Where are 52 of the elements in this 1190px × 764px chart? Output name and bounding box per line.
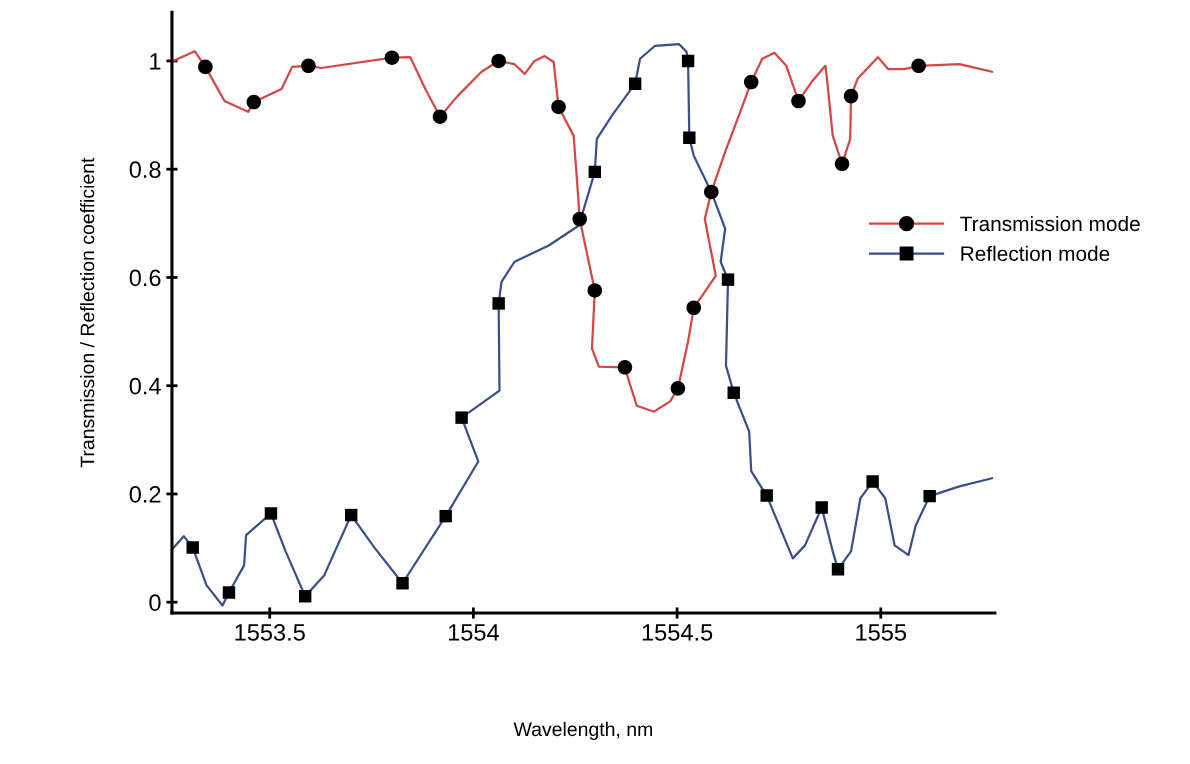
point [831, 562, 845, 576]
point [198, 59, 213, 75]
point [491, 53, 506, 69]
legend-label: Reflection mode [961, 245, 1110, 262]
point [628, 77, 642, 90]
y-tick-label: 0.2 [129, 486, 161, 503]
y-tick-label: 0 [149, 594, 161, 611]
point [455, 411, 468, 424]
point [704, 184, 719, 200]
x-tick-label: 1554 [448, 624, 499, 641]
point [186, 541, 199, 554]
point [791, 93, 806, 109]
point [815, 501, 828, 514]
point [923, 489, 936, 503]
point [301, 58, 316, 74]
point [686, 300, 702, 316]
point [670, 381, 686, 396]
point [911, 58, 926, 74]
point [432, 109, 448, 124]
x-tick-label: 1553.5 [235, 624, 305, 641]
point [617, 360, 633, 375]
point [246, 94, 262, 110]
point [298, 590, 312, 603]
y-axis-title: Transmission / Reflection coefficient [80, 157, 95, 468]
y-tick-label: 0.8 [129, 161, 161, 178]
point [344, 508, 358, 522]
point [572, 211, 588, 227]
point [492, 297, 505, 310]
point [834, 156, 850, 172]
point [743, 74, 759, 90]
y-tick-label: 0.4 [129, 377, 161, 395]
y-tick-label: 0.6 [129, 269, 161, 287]
point [396, 577, 409, 590]
point [551, 99, 566, 115]
point [588, 165, 602, 179]
y-tick-label: 1 [150, 53, 161, 70]
point [681, 54, 695, 68]
point [760, 489, 773, 502]
x-axis-title: Wavelength, nm [513, 721, 652, 740]
point [587, 283, 603, 298]
point [843, 88, 859, 104]
point [721, 273, 735, 286]
point [439, 509, 452, 523]
point [866, 475, 879, 488]
point [222, 586, 236, 599]
point [384, 50, 400, 65]
x-tick-label: 1555 [856, 624, 907, 641]
point [727, 386, 740, 399]
x-tick-label: 1554.5 [642, 624, 713, 641]
legend-label: Transmission mode [960, 215, 1140, 232]
point [683, 131, 696, 145]
point [264, 507, 278, 520]
